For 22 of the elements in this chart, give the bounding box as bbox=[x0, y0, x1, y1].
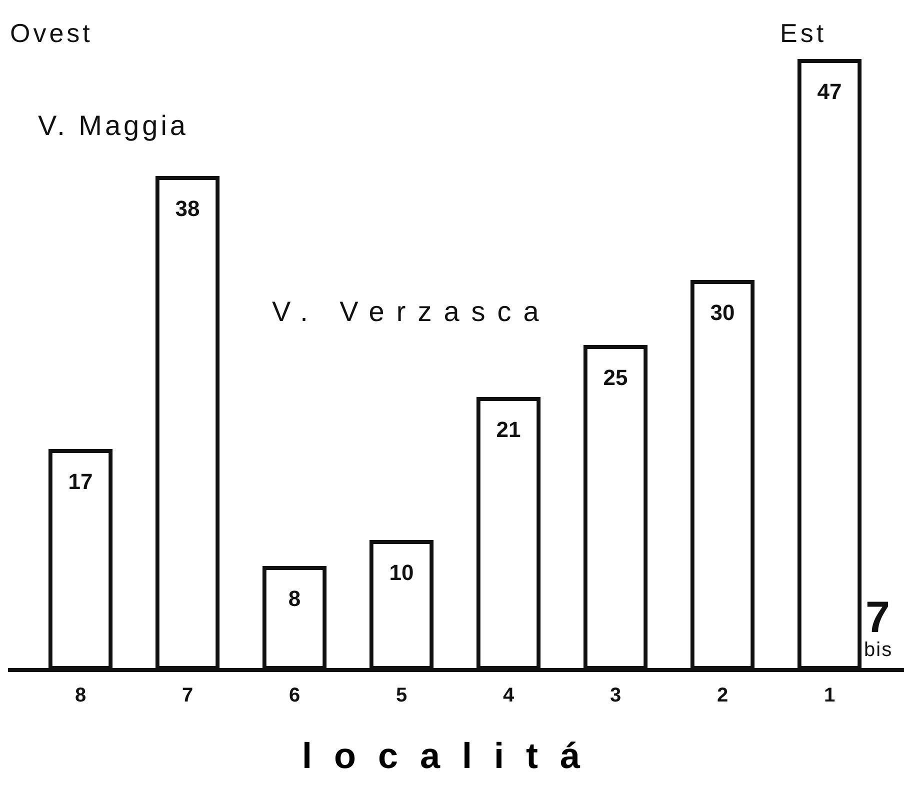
x-tick-label: 8 bbox=[74, 684, 86, 707]
x-tick-label: 4 bbox=[502, 684, 515, 707]
text: Ovest bbox=[10, 18, 93, 49]
data-label: 25 bbox=[603, 365, 628, 390]
annotation: V. Verzasca bbox=[272, 296, 551, 328]
data-label: 38 bbox=[175, 196, 200, 222]
x-tick-label: 5 bbox=[396, 684, 408, 707]
annotation: V. Maggia bbox=[38, 110, 188, 142]
data-label: 10 bbox=[389, 560, 414, 586]
data-label: 30 bbox=[710, 300, 735, 326]
data-label: 47 bbox=[817, 79, 842, 104]
x-tick-label: 1 bbox=[824, 684, 836, 707]
x-tick-label: 3 bbox=[610, 684, 622, 707]
data-label: 8 bbox=[288, 586, 301, 612]
x-tick-label: 2 bbox=[716, 684, 728, 707]
data-label: 21 bbox=[496, 417, 521, 442]
x-tick-label: 6 bbox=[288, 684, 300, 707]
x-tick-label: 7 bbox=[182, 684, 194, 707]
data-label: 17 bbox=[68, 469, 93, 494]
x-axis-title: localitá bbox=[300, 735, 604, 777]
annotation: 7 bis bbox=[864, 593, 893, 661]
text: Est bbox=[780, 18, 827, 49]
